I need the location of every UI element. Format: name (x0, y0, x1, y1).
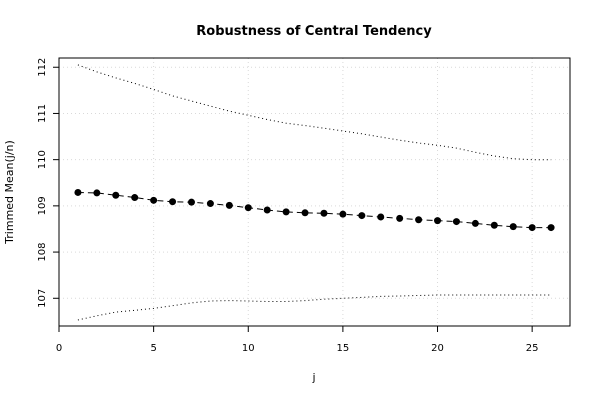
y-tick-label: 111 (37, 104, 48, 123)
data-point (187, 198, 195, 206)
chart-title: Robustness of Central Tendency (196, 24, 432, 39)
trimmed-mean-line (77, 192, 552, 229)
data-point (282, 208, 290, 216)
lower-band-line (77, 294, 552, 321)
data-point (74, 188, 82, 196)
data-point (263, 206, 271, 214)
y-tick-label: 108 (37, 243, 48, 262)
data-point (471, 219, 479, 227)
data-point (358, 212, 366, 220)
data-point (415, 216, 423, 224)
y-tick-label: 110 (37, 150, 48, 169)
x-tick-label: 25 (526, 343, 539, 354)
data-point (509, 223, 517, 231)
x-axis: 0 5 10 15 20 25 (56, 326, 539, 354)
x-tick-label: 5 (150, 343, 156, 354)
y-tick-label: 107 (37, 289, 48, 308)
data-point (93, 189, 101, 197)
x-tick-label: 0 (56, 343, 62, 354)
plot-frame (58, 57, 571, 327)
data-point (396, 214, 404, 222)
y-axis: 107 108 109 110 111 112 (37, 58, 59, 308)
x-tick-label: 15 (337, 343, 350, 354)
x-axis-label: j (311, 371, 315, 384)
upper-band-line (77, 64, 552, 161)
series-layer (74, 64, 555, 321)
data-point (320, 209, 328, 217)
data-point (301, 209, 309, 217)
y-tick-label: 109 (37, 196, 48, 215)
data-point (112, 191, 120, 199)
data-point (490, 221, 498, 229)
x-tick-label: 20 (431, 343, 444, 354)
data-point (547, 224, 555, 232)
data-point (150, 196, 158, 204)
data-point (206, 200, 214, 208)
data-point (452, 218, 460, 226)
data-point (244, 204, 252, 212)
data-point (377, 213, 385, 221)
x-tick-label: 10 (242, 343, 255, 354)
data-point (131, 194, 139, 202)
data-point (169, 198, 177, 206)
grid (58, 58, 570, 326)
data-point (528, 224, 536, 232)
data-point (434, 217, 442, 225)
data-point (225, 201, 233, 209)
data-point (339, 210, 347, 218)
y-tick-label: 112 (37, 58, 48, 77)
y-axis-label: Trimmed Mean(j/n) (3, 140, 16, 245)
